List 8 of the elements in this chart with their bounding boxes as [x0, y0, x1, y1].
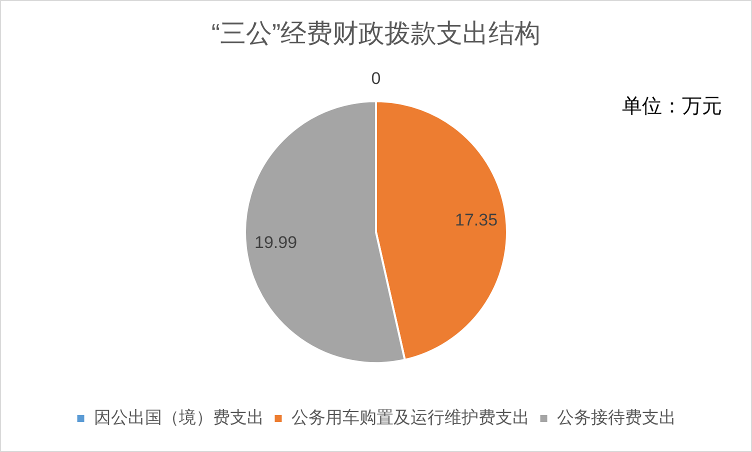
legend-label: 公务接待费支出: [556, 408, 676, 428]
data-label: 17.35: [454, 210, 498, 230]
text: 0: [371, 68, 381, 88]
text: 单位：万元: [622, 96, 722, 118]
chart-title: “三公”经费财政拨款支出结构: [211, 18, 541, 48]
legend-label: 公务用车购置及运行维护费支出: [291, 408, 530, 428]
data-label: 19.99: [254, 232, 298, 252]
legend-label: 因公出国（境）费支出: [94, 408, 264, 428]
